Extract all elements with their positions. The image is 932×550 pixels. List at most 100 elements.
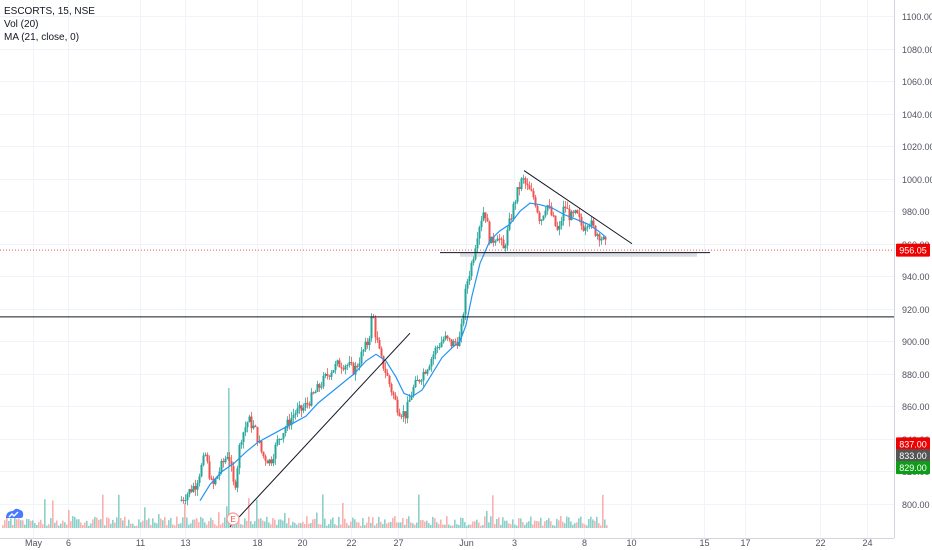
x-tick-label: 17 <box>740 538 750 548</box>
volume-bar <box>358 522 360 528</box>
candle-body <box>482 212 485 221</box>
volume-bar <box>12 525 14 528</box>
volume-bar <box>474 521 476 528</box>
volume-bar <box>606 525 608 528</box>
candle-body <box>400 416 403 418</box>
volume-bar <box>60 523 62 528</box>
volume-bar <box>164 517 166 528</box>
volume-bar <box>312 519 314 528</box>
volume-bar <box>476 519 478 528</box>
candle-body <box>526 183 529 186</box>
symbol-label[interactable]: ESCORTS, 15, NSE <box>4 6 95 17</box>
volume-bar <box>160 518 162 528</box>
volume-bar <box>194 519 196 528</box>
candle-body <box>274 444 277 459</box>
candle-body <box>428 366 431 370</box>
volume-bar <box>290 525 292 528</box>
volume-bar <box>90 523 92 528</box>
volume-bar <box>40 519 42 528</box>
candle-body <box>442 339 445 343</box>
candle-body <box>574 210 577 213</box>
volume-bar <box>538 521 540 528</box>
volume-bar <box>52 500 54 528</box>
volume-bar <box>68 510 70 528</box>
volume-bar <box>58 525 60 528</box>
volume-bar <box>42 524 44 528</box>
candle-body <box>256 427 259 443</box>
candle-body <box>544 210 547 216</box>
volume-indicator-label[interactable]: Vol (20) <box>4 19 39 30</box>
ma-line <box>199 202 607 502</box>
candle-body <box>320 386 323 388</box>
candle-body <box>332 370 335 373</box>
volume-bar <box>74 516 76 528</box>
candle-body <box>584 227 587 231</box>
volume-bar <box>244 518 246 528</box>
volume-bar <box>66 524 68 528</box>
candle-body <box>210 478 213 480</box>
ma-indicator-label[interactable]: MA (21, close, 0) <box>4 32 80 43</box>
volume-bar <box>352 517 354 528</box>
candle-body <box>500 238 503 240</box>
y-tick-label: 940.00 <box>902 272 930 282</box>
volume-bar <box>158 514 160 528</box>
candle-body <box>264 456 267 461</box>
volume-bar <box>448 524 450 528</box>
candle-body <box>184 500 187 502</box>
trendline-drawings[interactable] <box>0 170 894 528</box>
volume-bar <box>38 521 40 528</box>
candle-body <box>224 458 227 463</box>
volume-bar <box>552 525 554 528</box>
volume-bar <box>594 520 596 528</box>
candle-body <box>278 438 281 440</box>
candle-body <box>402 411 405 417</box>
volume-bar <box>408 516 410 528</box>
candle-body <box>498 238 501 240</box>
volume-bar <box>602 494 604 528</box>
volume-bar <box>494 524 496 528</box>
volume-bar <box>384 519 386 528</box>
volume-bar <box>204 522 206 528</box>
candle-body <box>570 211 573 221</box>
volume-bar <box>140 522 142 528</box>
volume-bar <box>26 518 28 528</box>
candle-body <box>284 428 287 434</box>
volume-bar <box>256 499 258 528</box>
high-badge: 837.00 <box>899 439 927 449</box>
candle-body <box>596 234 599 236</box>
candle-body <box>342 368 345 370</box>
volume-bar <box>562 521 564 528</box>
candle-body <box>244 427 247 433</box>
candle-body <box>462 314 465 324</box>
candle-body <box>236 468 239 488</box>
x-tick-label: 3 <box>512 538 517 548</box>
volume-bar <box>524 524 526 528</box>
volume-bar <box>488 522 490 528</box>
volume-bar <box>546 520 548 528</box>
y-tick-label: 1060.00 <box>902 77 932 87</box>
volume-bar <box>10 518 12 528</box>
earnings-event-marker[interactable]: E <box>226 512 240 526</box>
candle-body <box>440 342 443 347</box>
candle-body <box>568 208 571 221</box>
volume-bar <box>340 524 342 528</box>
volume-bar <box>106 517 108 528</box>
volume-bar <box>544 521 546 528</box>
candle-body <box>252 425 255 429</box>
volume-bar <box>414 524 416 528</box>
volume-bar <box>128 519 130 528</box>
time-axis[interactable]: May 6 11 13 18 20 22 27 Jun 3 8 10 15 17 22 24 <box>0 538 894 548</box>
candle-body <box>448 337 451 340</box>
volume-bar <box>280 519 282 528</box>
candle-body <box>424 371 427 374</box>
volume-bar <box>20 520 22 528</box>
volume-bar <box>468 524 470 528</box>
candle-body <box>364 341 367 350</box>
tradingview-logo-icon[interactable] <box>4 506 24 520</box>
volume-bar <box>578 518 580 528</box>
volume-bar <box>500 524 502 528</box>
candle-body <box>202 455 205 465</box>
candle-body <box>528 185 531 190</box>
volume-bar <box>246 520 248 528</box>
